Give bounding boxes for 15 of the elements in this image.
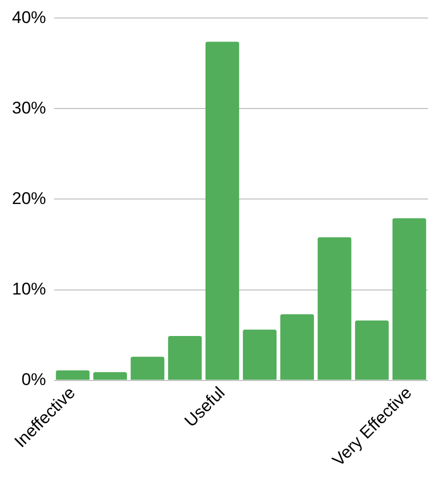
y-tick-label: 0% bbox=[21, 370, 46, 389]
bar bbox=[130, 356, 164, 380]
y-tick-label: 30% bbox=[12, 98, 46, 118]
bar bbox=[93, 372, 127, 380]
bar bbox=[355, 320, 389, 380]
bar bbox=[56, 370, 90, 380]
bar bbox=[392, 218, 426, 380]
bar bbox=[318, 237, 352, 380]
bar bbox=[205, 42, 240, 380]
bar bbox=[168, 336, 202, 380]
y-tick-label: 20% bbox=[12, 188, 46, 208]
y-tick-label: 10% bbox=[12, 279, 46, 298]
bar bbox=[280, 314, 314, 380]
y-tick-label: 40% bbox=[12, 8, 46, 27]
bar bbox=[242, 330, 277, 380]
